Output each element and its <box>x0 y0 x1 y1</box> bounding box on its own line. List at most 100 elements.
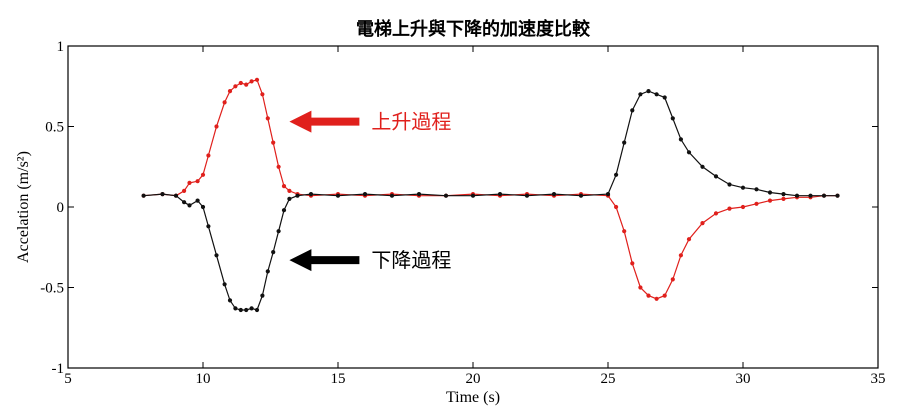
data-point <box>222 282 227 287</box>
data-point <box>740 185 746 190</box>
data-point <box>214 253 219 258</box>
data-point <box>662 293 667 298</box>
data-point <box>244 82 249 87</box>
data-point <box>614 204 619 210</box>
y-tick-labels: -1 -0.5 0 0.5 1 <box>40 39 64 377</box>
data-point <box>654 296 659 301</box>
data-point <box>187 203 192 208</box>
series-line <box>143 79 838 300</box>
data-point <box>362 192 368 197</box>
data-point <box>686 150 692 155</box>
data-point <box>678 137 684 142</box>
x-tick-label: 30 <box>736 371 751 387</box>
data-point <box>835 193 840 198</box>
series-layer <box>141 77 840 313</box>
data-point <box>700 221 705 226</box>
chart-title: 電梯上升與下降的加速度比較 <box>356 18 591 40</box>
x-axis-title: Time (s) <box>446 389 500 406</box>
data-point <box>141 193 146 198</box>
data-point <box>187 180 192 185</box>
series-line <box>143 90 838 311</box>
data-point <box>182 200 187 205</box>
data-point <box>605 192 611 197</box>
annotation-0: 上升過程 <box>289 110 451 134</box>
data-point <box>470 193 476 198</box>
data-point <box>254 307 260 313</box>
data-point <box>200 204 206 210</box>
data-point <box>678 253 684 258</box>
x-tick-label: 35 <box>871 371 886 387</box>
data-point <box>654 92 659 97</box>
data-point <box>265 269 270 274</box>
data-point <box>281 208 287 213</box>
x-tick-label: 15 <box>331 371 346 387</box>
data-point <box>238 80 243 86</box>
data-point <box>713 211 719 216</box>
data-point <box>271 250 276 255</box>
data-point <box>173 193 179 198</box>
annotation-label: 上升過程 <box>371 110 451 134</box>
data-point <box>754 187 759 192</box>
data-point <box>206 224 211 229</box>
data-point <box>308 192 314 197</box>
x-tick-label: 5 <box>64 371 72 387</box>
data-point <box>335 193 341 198</box>
arrow-icon <box>289 249 360 272</box>
data-point <box>781 192 786 197</box>
data-point <box>200 172 206 177</box>
data-point <box>281 184 287 189</box>
arrow-icon <box>289 110 360 133</box>
y-tick-label: -0.5 <box>40 281 64 297</box>
data-point <box>260 293 265 298</box>
data-point <box>254 77 260 82</box>
y-tick-label: 1 <box>57 39 65 55</box>
data-point <box>700 164 705 169</box>
data-point <box>206 153 211 158</box>
data-point <box>227 89 233 94</box>
series-1 <box>141 89 840 313</box>
data-point <box>670 277 675 282</box>
x-tick-labels: 5 10 15 20 25 30 35 <box>64 371 885 387</box>
data-point <box>622 140 627 145</box>
data-point <box>727 182 732 187</box>
data-point <box>713 174 719 179</box>
data-point <box>754 201 759 206</box>
data-point <box>182 188 187 193</box>
data-point <box>767 198 773 203</box>
data-point <box>727 206 732 211</box>
data-point <box>287 188 292 193</box>
data-point <box>646 89 651 94</box>
data-point <box>794 193 800 198</box>
data-point <box>740 204 746 210</box>
axis-ticks <box>67 45 879 369</box>
data-point <box>497 192 503 197</box>
data-point <box>260 92 265 97</box>
data-point <box>276 229 281 234</box>
data-point <box>638 92 643 97</box>
data-point <box>265 116 270 121</box>
y-tick-label: 0.5 <box>45 120 64 136</box>
data-point <box>195 198 200 203</box>
data-point <box>524 193 530 198</box>
data-point <box>578 193 584 198</box>
data-point <box>249 306 254 311</box>
data-point <box>551 192 557 197</box>
data-point <box>389 193 395 198</box>
data-point <box>249 79 254 84</box>
data-point <box>416 192 422 197</box>
data-point <box>233 306 238 311</box>
x-tick-label: 20 <box>466 371 481 387</box>
data-point <box>244 307 249 313</box>
data-point <box>662 95 667 100</box>
data-point <box>638 285 643 290</box>
y-tick-label: -1 <box>52 361 65 377</box>
data-point <box>622 229 627 234</box>
data-point <box>295 193 300 198</box>
data-point <box>238 307 243 313</box>
data-point <box>767 190 773 195</box>
annotation-1: 下降過程 <box>289 248 451 272</box>
data-point <box>808 193 813 198</box>
data-point <box>227 298 233 303</box>
